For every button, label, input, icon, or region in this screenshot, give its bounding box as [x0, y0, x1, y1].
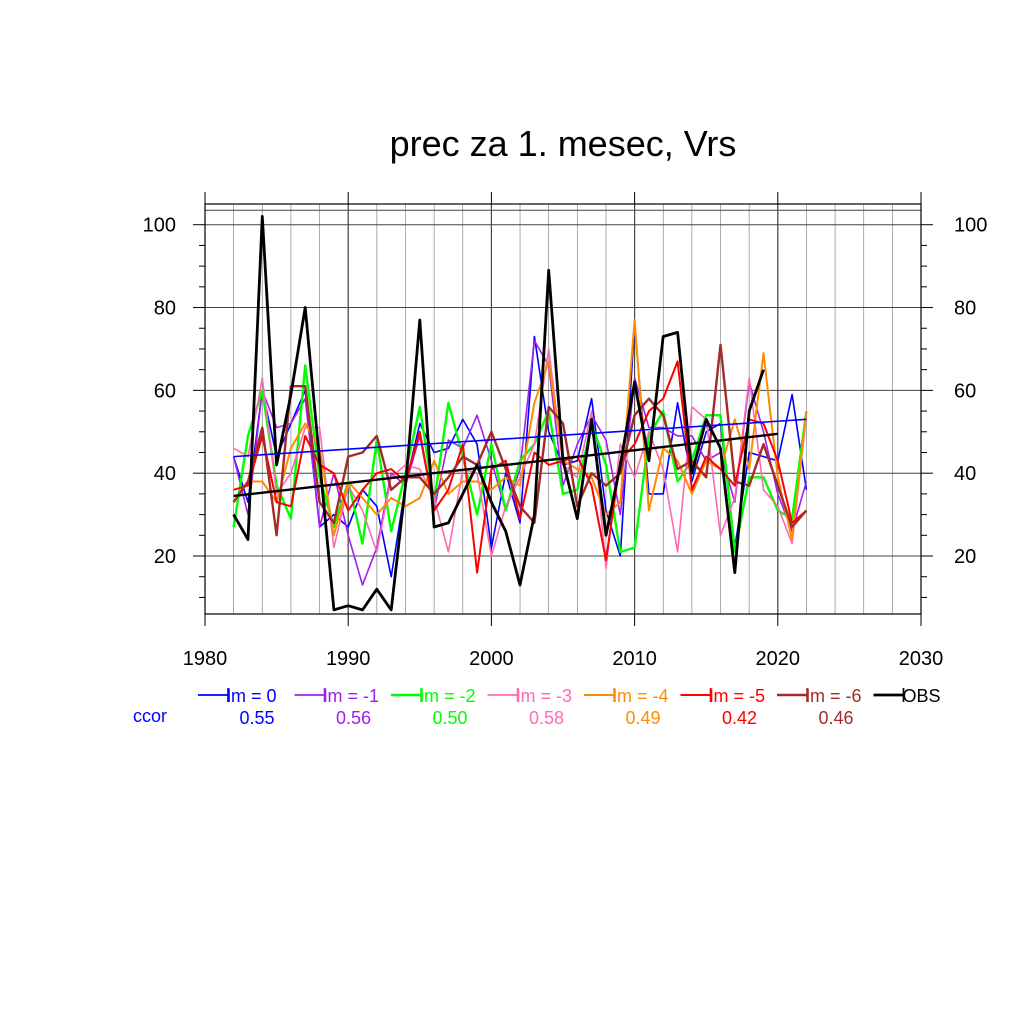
y-tick-label-right: 60 — [954, 380, 976, 402]
y-tick-label-left: 40 — [154, 463, 176, 485]
trend-line-0 — [233, 418, 807, 458]
ccor-label: ccor — [133, 706, 167, 726]
legend-label-4: lm = -4 — [613, 686, 669, 706]
x-tick-label: 2000 — [469, 648, 514, 670]
legend-label-1: lm = -1 — [324, 686, 380, 706]
legend-label-7: OBS — [903, 686, 941, 706]
legend-label-0: lm = 0 — [227, 686, 277, 706]
legend-ccor-1: 0.56 — [336, 708, 371, 728]
legend-label-2: lm = -2 — [420, 686, 476, 706]
plot-frame — [204, 203, 922, 615]
x-tick-label: 2020 — [756, 648, 801, 670]
y-tick-label-left: 80 — [154, 298, 176, 320]
x-tick-label: 1980 — [183, 648, 228, 670]
chart-title: prec za 1. mesec, Vrs — [390, 123, 737, 164]
series-line-6 — [232, 343, 808, 537]
axis-ticks — [193, 192, 933, 626]
y-tick-label-left: 60 — [154, 380, 176, 402]
x-tick-label: 1990 — [326, 648, 371, 670]
x-tick-label: 2010 — [612, 648, 657, 670]
y-tick-label-right: 40 — [954, 463, 976, 485]
legend-label-3: lm = -3 — [517, 686, 573, 706]
grid-lines — [205, 204, 921, 614]
y-tick-label-right: 100 — [954, 215, 987, 237]
legend-label-5: lm = -5 — [710, 686, 766, 706]
trend-line-7 — [233, 432, 778, 498]
legend-ccor-2: 0.50 — [432, 708, 467, 728]
y-tick-label-right: 80 — [954, 298, 976, 320]
y-tick-label-left: 20 — [154, 546, 176, 568]
y-tick-label-left: 100 — [143, 215, 176, 237]
legend-ccor-3: 0.58 — [529, 708, 564, 728]
trend-lines — [233, 418, 807, 498]
x-tick-label: 2030 — [899, 648, 944, 670]
series-line-5 — [233, 360, 808, 574]
legend-label-6: lm = -6 — [806, 686, 862, 706]
legend-ccor-6: 0.46 — [818, 708, 853, 728]
series-line-4 — [232, 319, 808, 541]
legend-ccor-0: 0.55 — [239, 708, 274, 728]
legend-ccor-5: 0.42 — [722, 708, 757, 728]
y-tick-label-right: 20 — [954, 546, 976, 568]
legend-ccor-4: 0.49 — [625, 708, 660, 728]
